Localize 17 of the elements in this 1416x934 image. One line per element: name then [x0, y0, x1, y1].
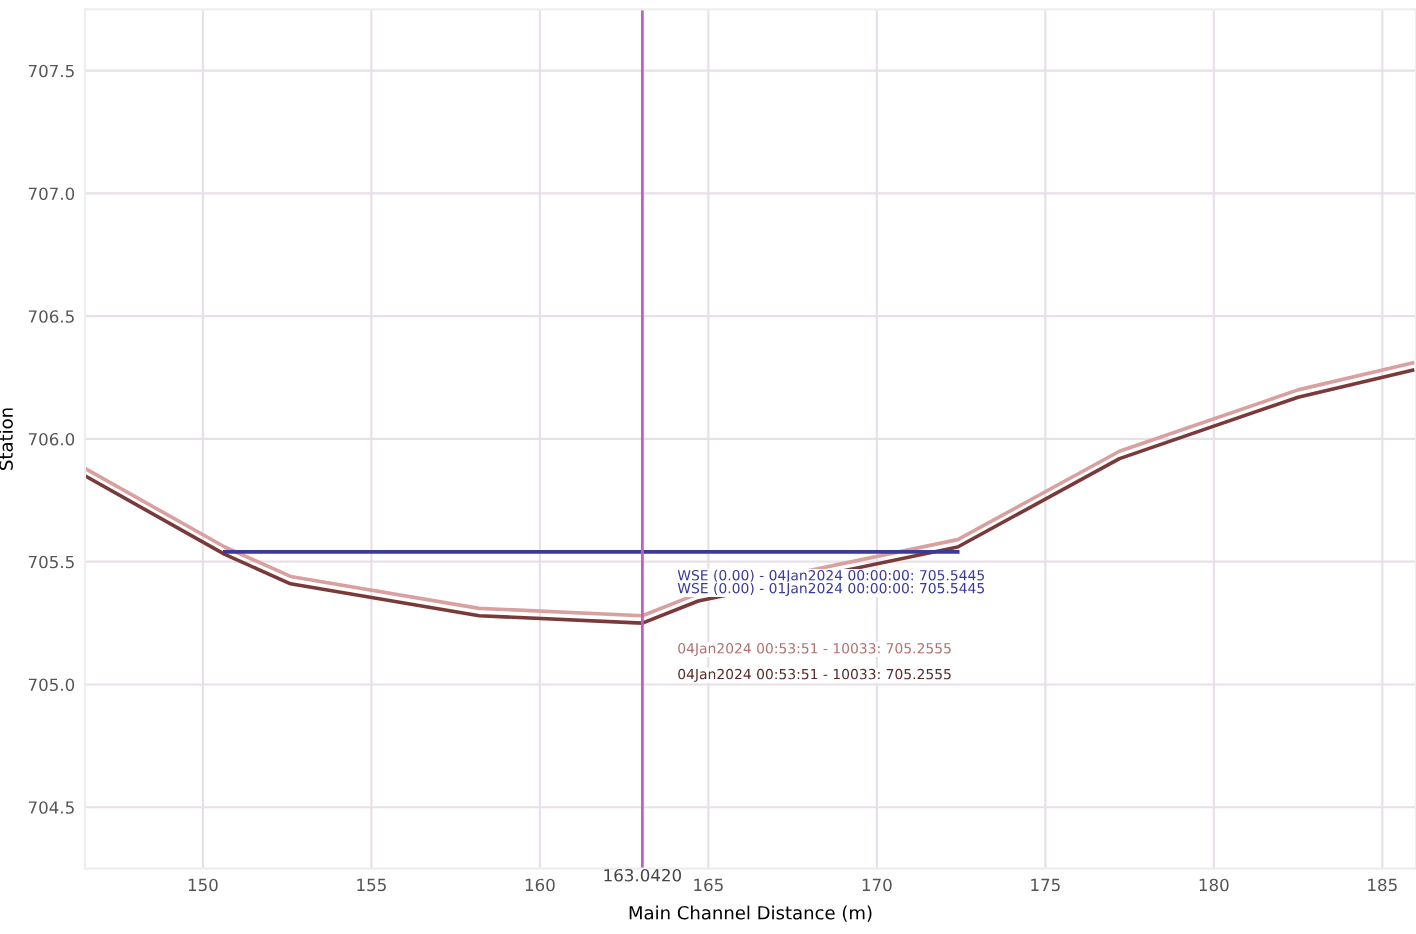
y-tick-label: 707.5: [28, 64, 74, 78]
x-axis-title: Main Channel Distance (m): [629, 905, 872, 922]
ref-line-label: 163.0420: [604, 868, 682, 882]
x-tick-label: 175: [1031, 878, 1060, 892]
y-tick-label: 705.0: [28, 678, 75, 692]
y-tick-label: 706.5: [28, 310, 74, 323]
x-tick-label: 160: [525, 878, 555, 892]
y-tick-label: 704.5: [28, 801, 74, 814]
y-tick-label: 705.5: [28, 555, 74, 569]
x-tick-label: 170: [862, 878, 892, 892]
y-tick-label: 707.0: [28, 187, 75, 201]
x-tick-label: 165: [694, 878, 723, 892]
y-tick-label: 706.0: [28, 432, 75, 446]
x-tick-label: 155: [357, 878, 386, 892]
x-tick-label: 185: [1368, 878, 1397, 892]
x-tick-label: 150: [188, 878, 218, 892]
x-tick-label: 180: [1199, 878, 1229, 892]
